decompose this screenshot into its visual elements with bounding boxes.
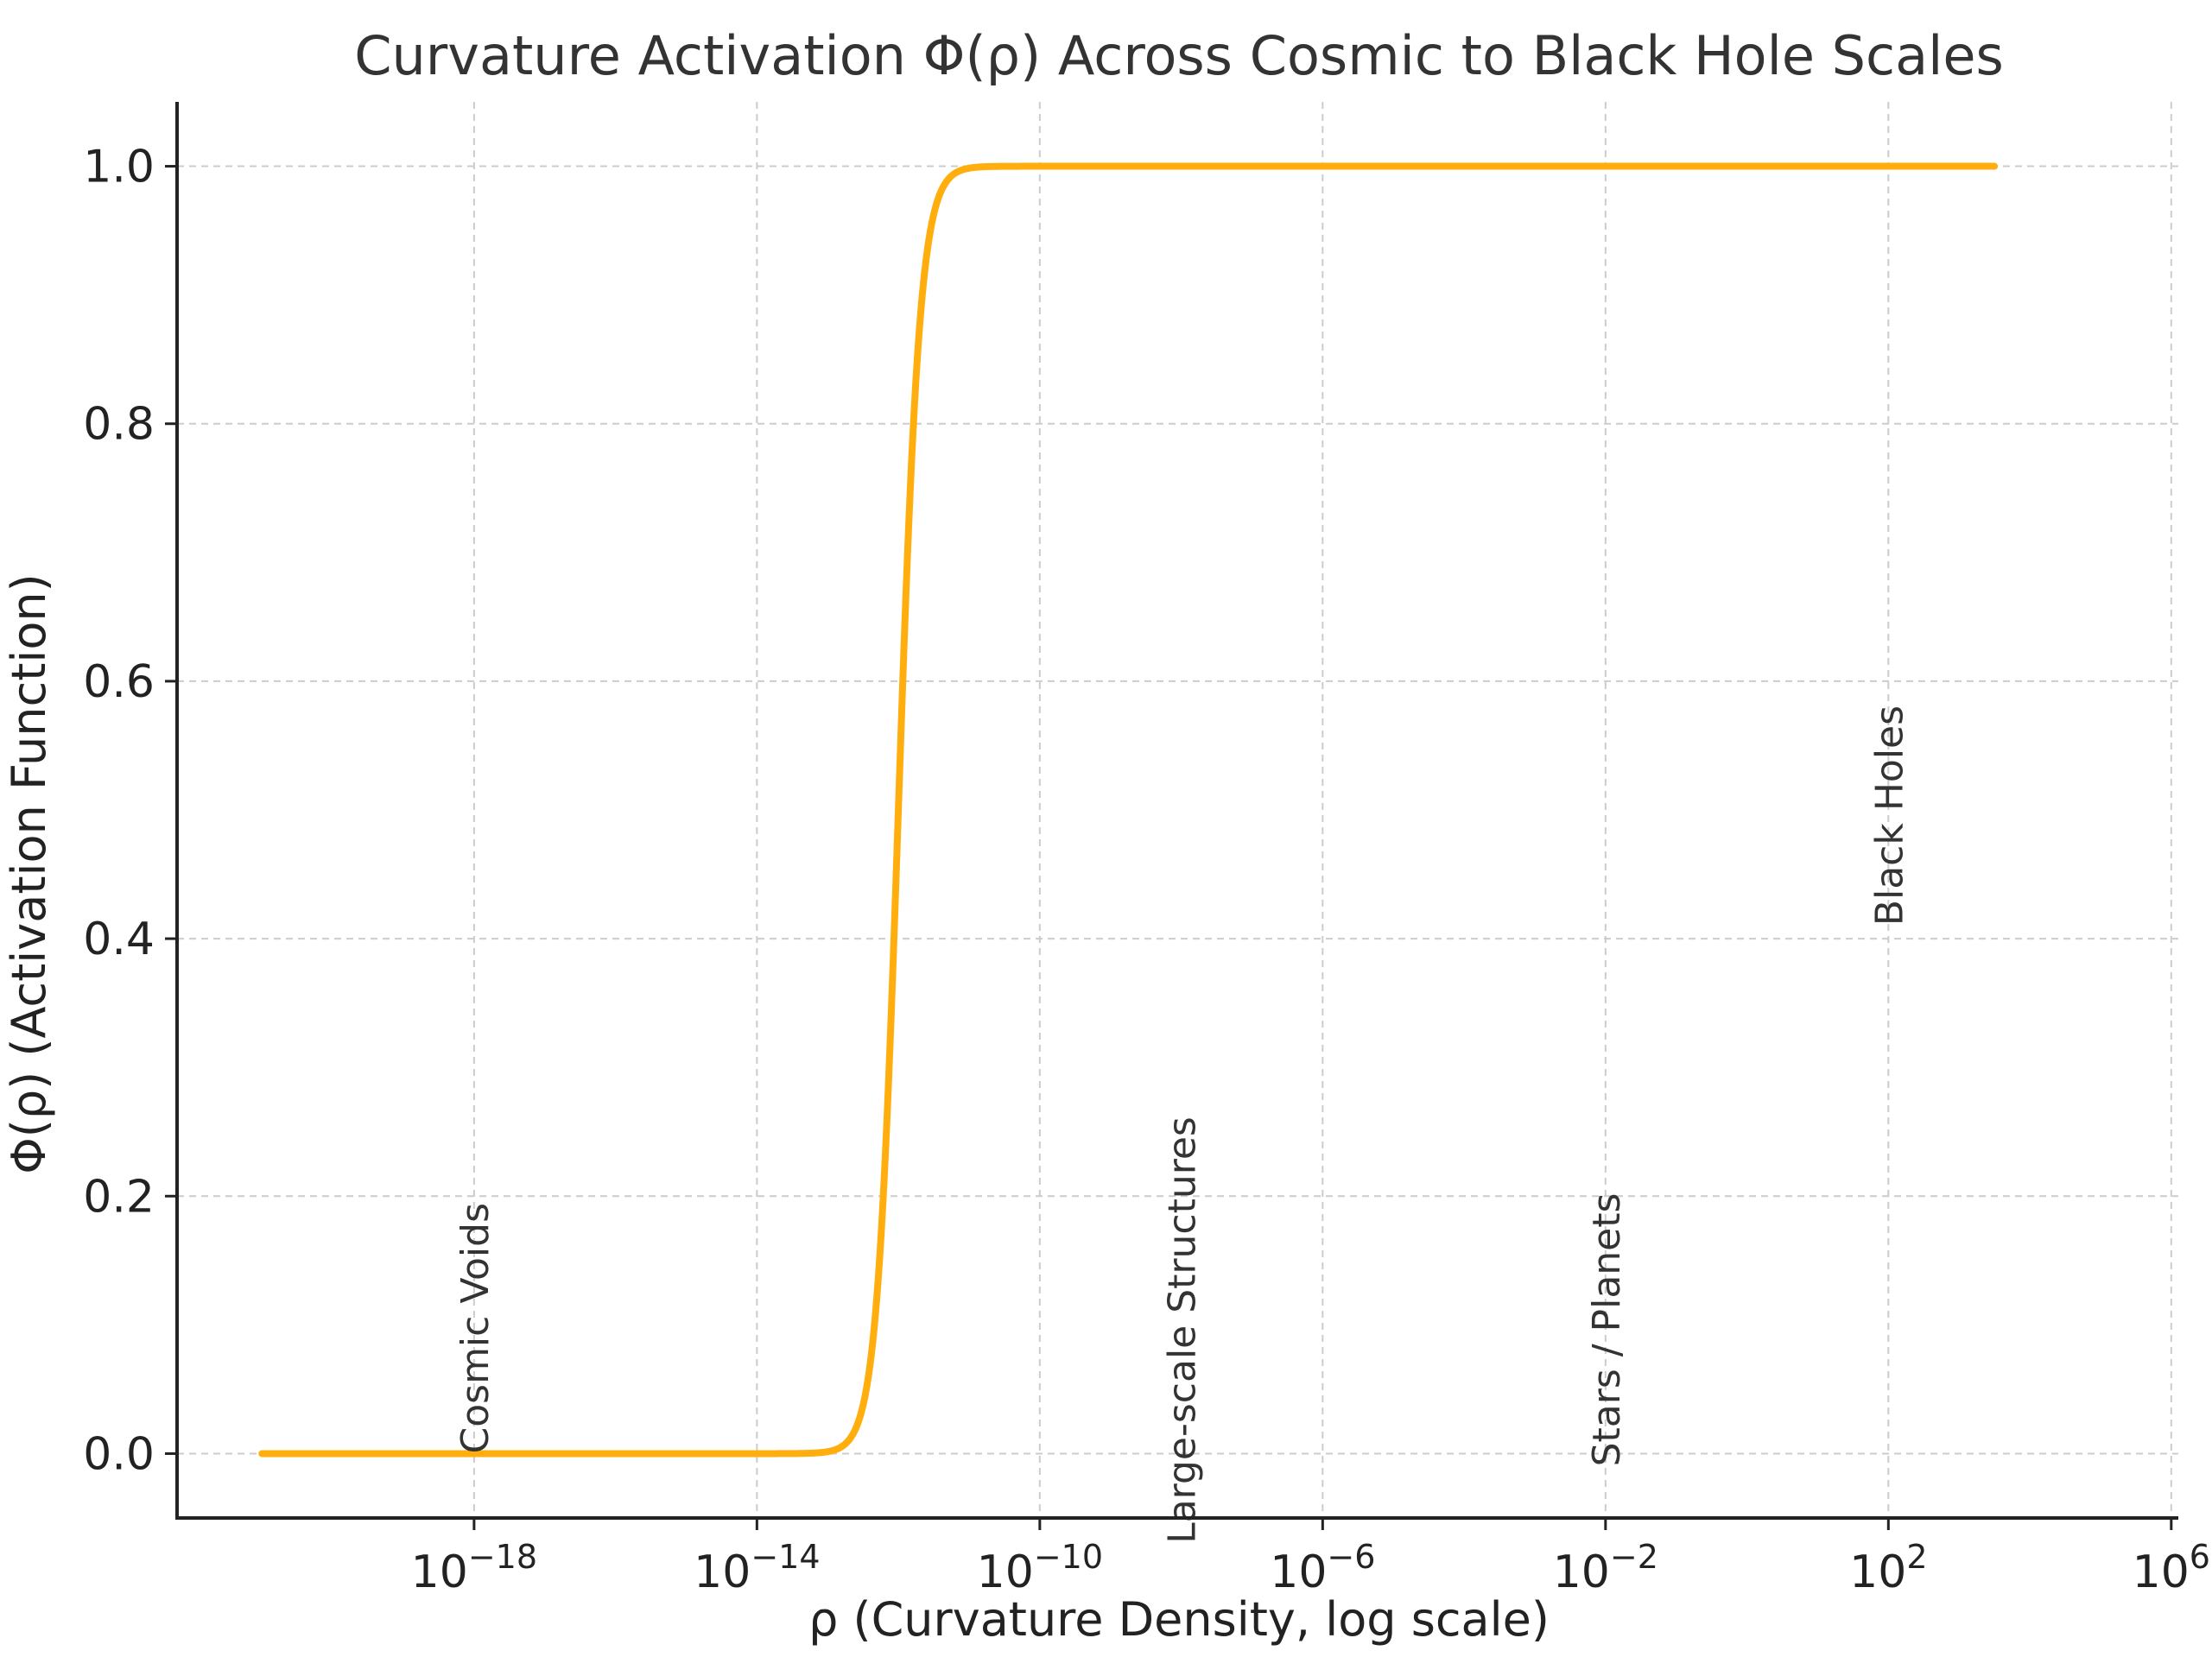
x-tick-label: 102 [1849, 1538, 1927, 1598]
annotation-label: Black Holes [1867, 705, 1911, 926]
x-tick-label: 10−14 [694, 1538, 820, 1598]
y-tick-label: 0.4 [83, 914, 155, 965]
y-tick-label: 0.6 [83, 656, 155, 708]
y-axis-label: Φ(ρ) (Activation Function) [2, 573, 56, 1173]
annotation-label: Cosmic Voids [453, 1203, 498, 1454]
x-tick-label: 10−18 [411, 1538, 537, 1598]
y-tick-label: 1.0 [83, 142, 155, 193]
annotation-label: Stars / Planets [1585, 1193, 1629, 1467]
x-axis-label: ρ (Curvature Density, log scale) [808, 1592, 1550, 1647]
tick-layer: 10−18 10−14 10−10 10−6 10−2 102 106 0.0 0.2 0.4 0.… [83, 142, 2210, 1598]
x-tick-label: 10−10 [977, 1538, 1103, 1598]
y-tick-label: 0.2 [83, 1171, 155, 1223]
chart-title: Curvature Activation Φ(ρ) Across Cosmic … [354, 24, 2004, 87]
annotation-label: Large-scale Structures [1161, 1116, 1205, 1544]
axes-spines [175, 102, 2178, 1520]
x-tick-label: 10−2 [1553, 1538, 1658, 1598]
y-tick-label: 0.8 [83, 399, 155, 451]
annotation-layer: Cosmic Voids Large-scale Structures Stars … [453, 705, 1911, 1544]
x-tick-label: 10−6 [1270, 1538, 1375, 1598]
grid-layer [177, 102, 2178, 1518]
activation-curve-line [258, 162, 1999, 1458]
x-tick-label: 106 [2133, 1538, 2210, 1598]
y-tick-label: 0.0 [83, 1428, 155, 1480]
